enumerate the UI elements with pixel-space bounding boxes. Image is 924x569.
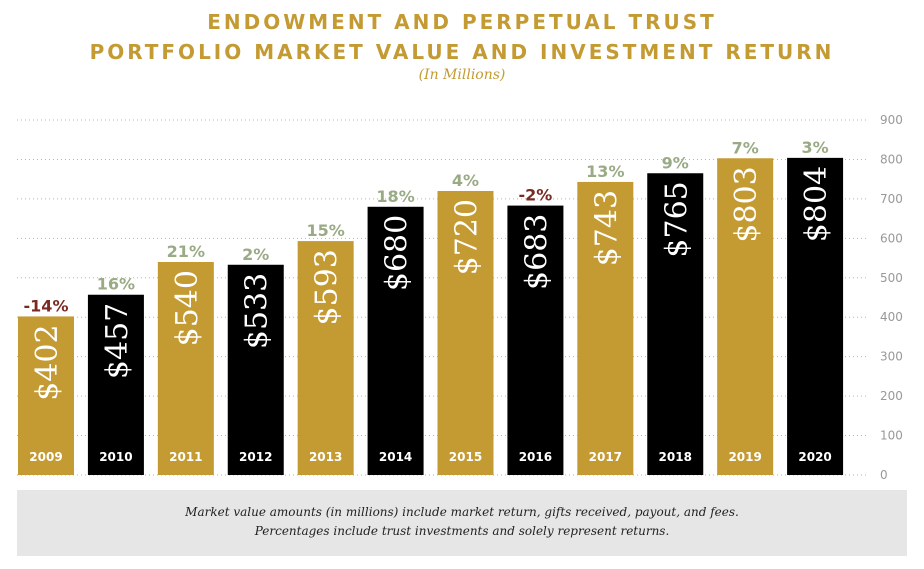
bar-value-label: $743 [589,190,624,266]
x-tick-label: 2012 [239,450,272,464]
x-tick-label: 2018 [659,450,692,464]
footnote-line2: Percentages include trust investments an… [254,524,670,538]
bar-value-label: $402 [30,324,65,400]
x-tick-label: 2009 [29,450,62,464]
bar-value-label: $765 [659,181,694,257]
bar-value-label: $457 [100,303,135,379]
return-label: 2% [242,245,269,264]
x-tick-label: 2016 [519,450,552,464]
y-tick-label: 200 [880,389,903,403]
bar-value-label: $683 [519,214,554,290]
bar [297,241,354,475]
bar-value-label: $803 [729,166,764,242]
return-label: 9% [662,153,689,172]
bar-value-label: $533 [240,273,275,349]
bar-value-label: $680 [380,215,415,291]
chart-title-line1: ENDOWMENT AND PERPETUAL TRUST [207,10,717,34]
y-tick-label: 0 [880,468,888,482]
y-tick-label: 300 [880,350,903,364]
return-label: 18% [376,187,414,206]
return-label: 13% [586,162,624,181]
x-tick-label: 2013 [309,450,342,464]
bar-value-label: $540 [170,270,205,346]
x-tick-label: 2011 [169,450,202,464]
x-tick-label: 2019 [728,450,761,464]
bar [577,181,634,475]
y-tick-label: 600 [880,231,903,245]
return-label: 21% [167,242,205,261]
x-tick-label: 2010 [99,450,132,464]
bar [647,173,704,475]
bar [87,294,144,475]
x-tick-label: 2015 [449,450,482,464]
bar-value-label: $720 [450,199,485,275]
bar-value-label: $804 [799,166,834,242]
bar [787,157,844,475]
return-label: 3% [801,138,828,157]
y-tick-label: 900 [880,113,903,127]
y-tick-label: 500 [880,271,903,285]
bar [157,262,214,475]
bar [717,158,774,475]
return-label: 4% [452,171,479,190]
y-tick-label: 700 [880,192,903,206]
y-tick-label: 400 [880,310,903,324]
bar [367,206,424,475]
x-tick-label: 2017 [589,450,622,464]
footnote-line1: Market value amounts (in millions) inclu… [185,505,739,519]
bar [18,316,74,475]
bar-chart: 0 100 200 300 400 500 600 700 800 900 2009 $402 -14%… [17,113,903,482]
bar-value-label: $593 [310,249,345,325]
bar [227,264,284,475]
chart-subtitle: (In Millions) [418,67,506,83]
x-tick-label: 2014 [379,450,412,464]
return-label: -14% [24,296,69,315]
y-tick-label: 800 [880,152,903,166]
return-label: 15% [307,221,345,240]
footnote-box: Market value amounts (in millions) inclu… [17,490,907,556]
bar [437,191,494,475]
return-label: 16% [97,275,135,294]
return-label: 7% [732,138,759,157]
y-tick-label: 100 [880,429,903,443]
chart-title-line2: PORTFOLIO MARKET VALUE AND INVESTMENT RE… [89,40,835,64]
x-tick-label: 2020 [798,450,831,464]
return-label: -2% [519,186,553,205]
bar [507,205,564,475]
